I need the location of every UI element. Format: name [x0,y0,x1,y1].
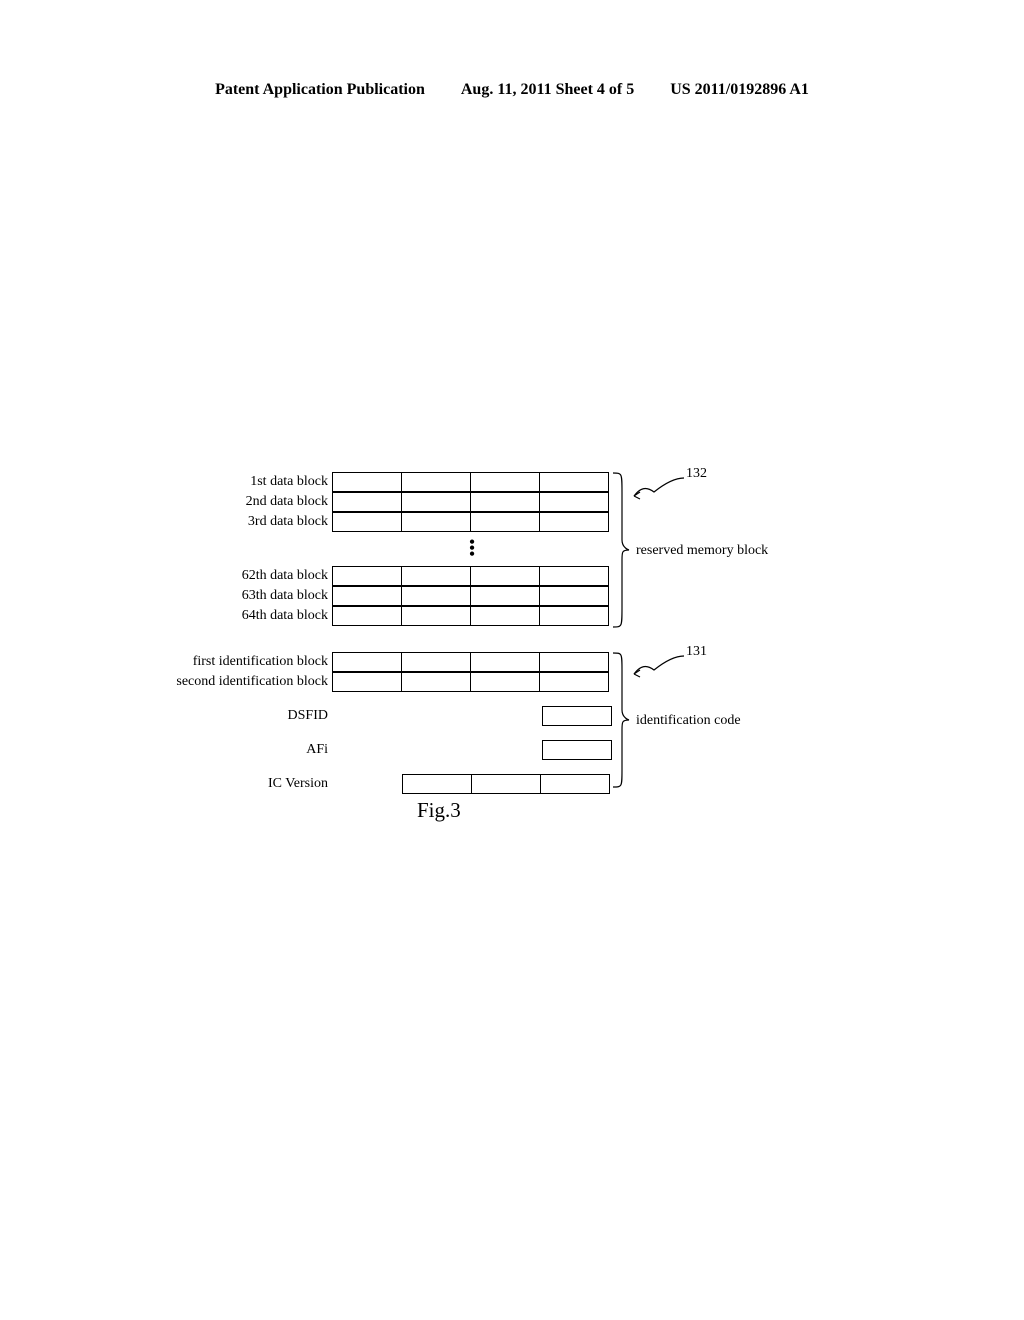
row-label: AFi [162,742,332,758]
data-block-row: 3rd data block [162,512,612,532]
header-right: US 2011/0192896 A1 [670,81,809,99]
cell [332,606,402,626]
row-cells [332,672,609,692]
cell [332,472,402,492]
brace-icon [612,472,630,628]
cell [402,774,472,794]
row-cells [402,774,610,794]
cell [540,774,610,794]
afi-row: AFi [162,740,612,760]
row-label: 62th data block [162,568,332,584]
spacer [162,626,612,652]
spacer [162,726,612,740]
cell [401,606,471,626]
row-label: 64th data block [162,608,332,624]
row-label: IC Version [162,776,332,792]
row-cells [332,586,609,606]
row-label: 63th data block [162,588,332,604]
row-cells [332,512,609,532]
cell [539,472,609,492]
memory-diagram: 1st data block 2nd data block 3rd data b… [162,472,612,794]
cell [401,512,471,532]
row-cells [332,566,609,586]
row-label: DSFID [162,708,332,724]
cell [539,566,609,586]
cell [470,472,540,492]
cell [539,492,609,512]
cell [332,672,402,692]
cell [332,652,402,672]
cell [332,566,402,586]
brace-icon [612,652,630,788]
data-block-row: 64th data block [162,606,612,626]
cell [539,652,609,672]
spacer [162,760,612,774]
row-label: second identification block [162,674,332,690]
cell [470,652,540,672]
cell [401,586,471,606]
ref-131: 131 [686,644,707,660]
row-cells [332,472,609,492]
row-label: first identification block [162,654,332,670]
row-label: 2nd data block [162,494,332,510]
row-cells [332,492,609,512]
cell [539,512,609,532]
ellipsis-row: ••• [162,532,612,566]
cell [332,586,402,606]
cell [470,586,540,606]
cell [539,586,609,606]
cell [401,472,471,492]
dsfid-row: DSFID [162,706,612,726]
cell [470,672,540,692]
reserved-memory-label: reserved memory block [636,543,768,559]
cell [401,492,471,512]
leader-arrow-icon [630,652,688,678]
data-block-row: 2nd data block [162,492,612,512]
spacer [162,692,612,706]
cell [470,606,540,626]
identification-code-label: identification code [636,713,741,729]
cell [401,652,471,672]
cell [332,492,402,512]
page: Patent Application Publication Aug. 11, … [0,0,1024,1320]
cell [401,566,471,586]
cell [470,492,540,512]
cell [539,672,609,692]
row-cells [332,652,609,672]
header-center: Aug. 11, 2011 Sheet 4 of 5 [461,81,634,99]
figure-caption: Fig.3 [417,798,461,823]
cell [542,740,612,760]
leader-arrow-icon [630,474,688,500]
icversion-row: IC Version [162,774,612,794]
row-label: 1st data block [162,474,332,490]
cell [542,706,612,726]
cell [470,566,540,586]
data-block-row: 62th data block [162,566,612,586]
ident-block-row: first identification block [162,652,612,672]
header-left: Patent Application Publication [215,81,425,99]
row-cells [332,606,609,626]
cell [539,606,609,626]
data-block-row: 1st data block [162,472,612,492]
cell [401,672,471,692]
page-header: Patent Application Publication Aug. 11, … [0,81,1024,99]
data-block-row: 63th data block [162,586,612,606]
row-label: 3rd data block [162,514,332,530]
ident-block-row: second identification block [162,672,612,692]
ref-132: 132 [686,466,707,482]
cell [332,512,402,532]
vertical-ellipsis-icon: ••• [332,540,612,558]
cell [471,774,541,794]
cell [470,512,540,532]
